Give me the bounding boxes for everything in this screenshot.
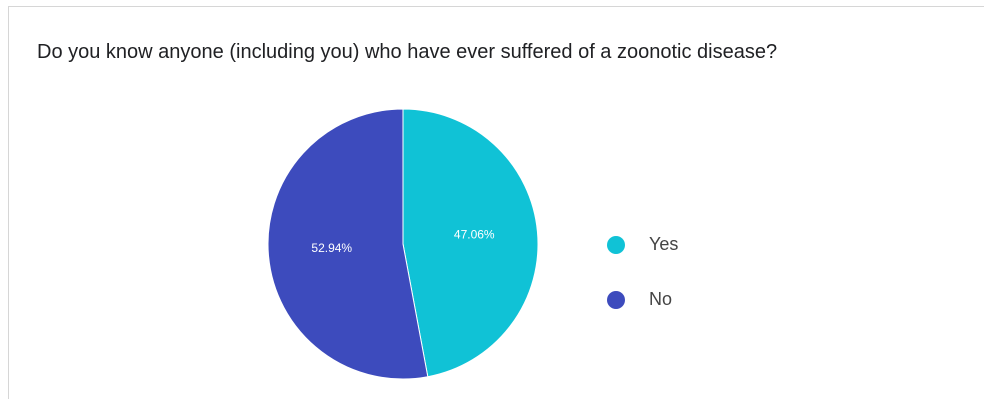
legend: Yes No [607, 217, 678, 327]
chart-title: Do you know anyone (including you) who h… [37, 41, 778, 63]
chart-card: Do you know anyone (including you) who h… [8, 6, 984, 399]
pie-slice-yes[interactable] [402, 108, 539, 378]
legend-swatch-yes [607, 235, 625, 254]
pie-label-no: 52.94% [311, 241, 352, 255]
legend-swatch-no [607, 290, 625, 309]
pie-chart: 47.06% 52.94% [267, 108, 539, 380]
legend-label-yes: Yes [649, 234, 679, 254]
pie-slice-no[interactable] [267, 108, 429, 380]
legend-item-no[interactable]: No [607, 272, 678, 327]
legend-label-no: No [649, 289, 673, 309]
legend-item-yes[interactable]: Yes [607, 217, 678, 272]
pie-label-yes: 47.06% [454, 228, 495, 242]
